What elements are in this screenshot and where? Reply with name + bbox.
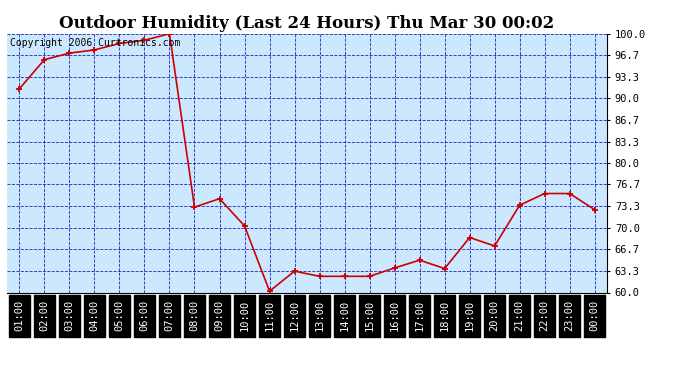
Text: Copyright 2006 Curtronics.com: Copyright 2006 Curtronics.com [10,38,180,48]
Title: Outdoor Humidity (Last 24 Hours) Thu Mar 30 00:02: Outdoor Humidity (Last 24 Hours) Thu Mar… [59,15,555,32]
